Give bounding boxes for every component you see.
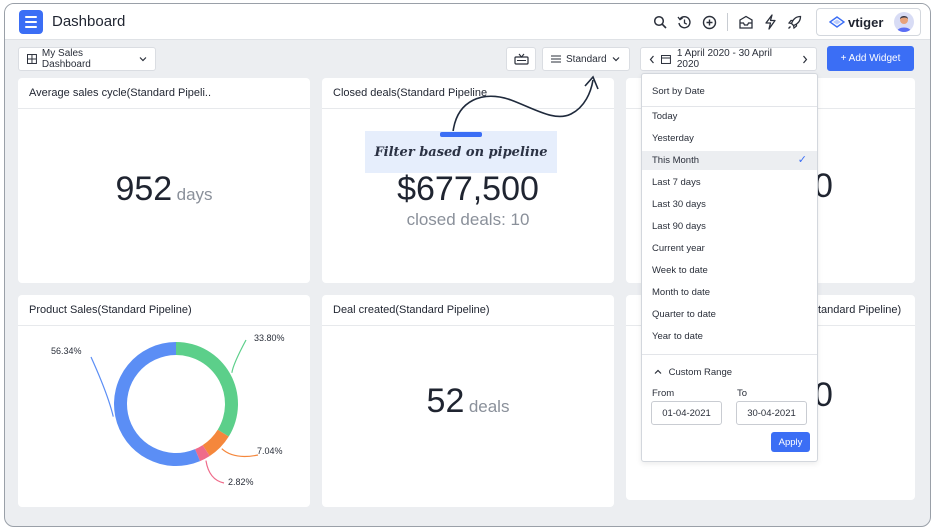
from-label: From: [652, 388, 675, 399]
leader-line: [205, 460, 225, 484]
search-icon[interactable]: [653, 15, 667, 29]
custom-range-toggle[interactable]: Custom Range: [642, 363, 817, 382]
top-icons: [653, 13, 802, 31]
divider: [322, 108, 614, 109]
divider: [322, 325, 614, 326]
slice-label-2: 2.82%: [228, 477, 254, 487]
divider: [642, 354, 817, 355]
donut-slice[interactable]: [114, 342, 201, 466]
date-range-picker[interactable]: 1 April 2020 - 30 April 2020: [640, 47, 817, 71]
slice-label-1: 7.04%: [257, 446, 283, 456]
brand-name: vtiger: [848, 14, 884, 30]
date-option-year-to-date[interactable]: Year to date: [652, 331, 703, 342]
metric-unit: deals: [468, 397, 510, 416]
date-option-last-30-days[interactable]: Last 30 days: [652, 199, 706, 210]
widget-title: Product Sales(Standard Pipeline): [29, 304, 192, 316]
metric-value-tail: 0: [814, 376, 833, 414]
divider: [727, 13, 728, 31]
widget-product-sales: Product Sales(Standard Pipeline) 33.80% …: [18, 295, 310, 507]
donut-slice[interactable]: [202, 429, 229, 457]
metric: 952 days: [18, 170, 310, 209]
calendar-icon: [660, 55, 671, 64]
metric-subtext: closed deals: 10: [406, 210, 530, 229]
metric-value-tail: 0: [814, 167, 833, 205]
date-option-quarter-to-date[interactable]: Quarter to date: [652, 309, 716, 320]
chevron-down-icon: [612, 57, 620, 62]
divider: [642, 106, 817, 107]
widget-title: Closed deals(Standard Pipeline: [333, 87, 488, 99]
dashboard-select[interactable]: My Sales Dashboard: [18, 47, 156, 71]
apply-button[interactable]: Apply: [771, 432, 810, 452]
rocket-icon[interactable]: [787, 15, 802, 30]
metric-value: 52: [426, 382, 465, 420]
metric: $677,500: [322, 170, 614, 209]
grid-icon: [27, 54, 37, 64]
add-circle-icon[interactable]: [702, 15, 717, 30]
widget-title-tail: tandard Pipeline): [818, 304, 902, 316]
donut-slice[interactable]: [176, 342, 238, 437]
slice-label-0: 33.80%: [254, 333, 285, 343]
view-select-label: Standard: [566, 53, 607, 65]
date-option-month-to-date[interactable]: Month to date: [652, 287, 711, 298]
donut-chart: [90, 339, 259, 484]
chevron-right-icon[interactable]: [802, 55, 808, 64]
date-option-current-year[interactable]: Current year: [652, 243, 705, 254]
widget-closed-deals: Closed deals(Standard Pipeline $677,500 …: [322, 78, 614, 283]
leader-line: [221, 448, 259, 458]
lightning-icon[interactable]: [764, 14, 777, 30]
date-option-last-90-days[interactable]: Last 90 days: [652, 221, 706, 232]
widget-deal-created: Deal created(Standard Pipeline) 52 deals: [322, 295, 614, 507]
metric: 52 deals: [322, 382, 614, 421]
slice-label-3: 56.34%: [51, 346, 82, 356]
metric-value: $677,500: [397, 170, 539, 208]
date-option-last-7-days[interactable]: Last 7 days: [652, 177, 701, 188]
date-option-yesterday[interactable]: Yesterday: [652, 133, 694, 144]
from-date-input[interactable]: 01-04-2021: [651, 401, 722, 425]
vtiger-logo-icon: [829, 16, 845, 28]
date-option-week-to-date[interactable]: Week to date: [652, 265, 708, 276]
widget-title: Deal created(Standard Pipeline): [333, 304, 490, 316]
donut-slice[interactable]: [195, 445, 210, 462]
add-widget-button[interactable]: + Add Widget: [827, 46, 914, 71]
list-icon: [551, 55, 561, 63]
annotation-callout: Filter based on pipeline: [365, 131, 557, 173]
divider: [18, 325, 310, 326]
chevron-up-icon: [654, 369, 662, 374]
view-select[interactable]: Standard: [542, 47, 630, 71]
dropdown-header: Sort by Date: [652, 86, 705, 97]
date-range-label: 1 April 2020 - 30 April 2020: [676, 48, 772, 70]
history-icon[interactable]: [677, 15, 692, 30]
date-filter-dropdown: Sort by Date Today Yesterday This Month …: [641, 73, 818, 462]
chevron-left-icon[interactable]: [649, 55, 655, 64]
top-bar: Dashboard vtiger: [5, 4, 930, 40]
page-title: Dashboard: [52, 13, 126, 30]
check-icon: ✓: [797, 154, 807, 166]
metric-unit: days: [176, 185, 213, 204]
brand-switcher[interactable]: vtiger: [816, 8, 921, 36]
date-option-this-month[interactable]: This Month ✓: [642, 151, 817, 170]
annotation-marker: [440, 132, 482, 137]
app-window: Dashboard vtiger My Sales Dashboard Stan…: [4, 3, 931, 527]
inbox-icon[interactable]: [738, 15, 754, 30]
to-date-input[interactable]: 30-04-2021: [736, 401, 807, 425]
divider: [18, 108, 310, 109]
metric-value: 952: [115, 170, 173, 208]
dashboard-select-label: My Sales Dashboard: [41, 48, 91, 70]
chevron-down-icon: [139, 57, 147, 62]
user-avatar[interactable]: [894, 12, 914, 32]
date-option-label: This Month: [652, 155, 699, 166]
widget-average-sales-cycle: Average sales cycle(Standard Pipeli.. 95…: [18, 78, 310, 283]
custom-range-label: Custom Range: [668, 367, 733, 378]
tv-mode-button[interactable]: [506, 47, 536, 71]
to-label: To: [737, 388, 748, 399]
leader-line: [231, 339, 247, 373]
hamburger-menu-icon[interactable]: [19, 10, 43, 34]
tv-icon: [513, 53, 529, 65]
leader-line: [90, 356, 114, 417]
widget-title: Average sales cycle(Standard Pipeli..: [29, 87, 212, 99]
date-option-today[interactable]: Today: [652, 111, 678, 122]
